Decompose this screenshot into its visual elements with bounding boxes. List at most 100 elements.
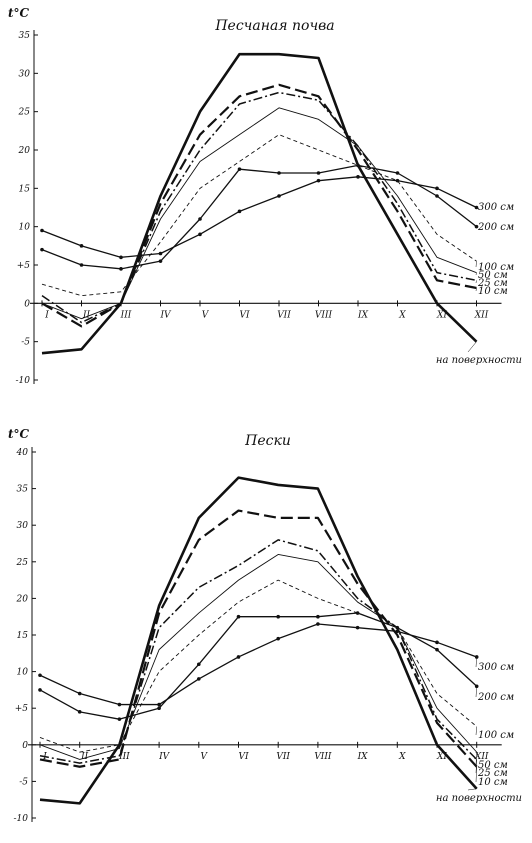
series-point bbox=[237, 167, 242, 171]
series-leader bbox=[475, 686, 477, 698]
series-point bbox=[316, 171, 321, 175]
series-point bbox=[395, 178, 400, 183]
series-point bbox=[38, 688, 42, 692]
y-tick-label: 20 bbox=[18, 146, 31, 156]
y-tick-label: -10 bbox=[14, 814, 29, 824]
chart-sandy-soil: Песчаная почва t°C 35 30 25 20 15 10 +5 0 -5 -10 I… bbox=[8, 6, 522, 386]
x-tick-label: XII bbox=[474, 310, 489, 320]
x-tick-label: III bbox=[118, 752, 130, 762]
series-line bbox=[41, 83, 477, 328]
series-label: 300 см bbox=[478, 662, 514, 673]
y-tick-label: -5 bbox=[19, 777, 28, 787]
y-tick-label: 0 bbox=[24, 299, 30, 309]
series-leader bbox=[475, 656, 477, 668]
x-tick-label: I bbox=[44, 310, 49, 320]
series-point bbox=[435, 194, 439, 198]
series-point bbox=[277, 171, 281, 175]
series-line bbox=[39, 539, 478, 764]
series-line bbox=[39, 554, 478, 760]
x-tick-label: II bbox=[82, 310, 91, 320]
series-point bbox=[198, 232, 202, 237]
x-tick-label: V bbox=[202, 310, 210, 320]
series-leader bbox=[467, 341, 477, 353]
series-leader bbox=[475, 272, 477, 276]
y-tick-label: +5 bbox=[15, 704, 29, 714]
series-label: 25 см bbox=[477, 278, 508, 289]
x-tick-label: X bbox=[398, 310, 406, 320]
series-point bbox=[237, 209, 242, 214]
y-axis-label: t°C bbox=[8, 427, 30, 441]
series-line bbox=[41, 134, 477, 297]
series-line bbox=[41, 91, 477, 324]
series-label: 50 см bbox=[478, 760, 508, 771]
x-tick-label: VI bbox=[238, 752, 248, 762]
x-tick-label: IX bbox=[357, 310, 369, 320]
series-line bbox=[39, 612, 478, 720]
series-point bbox=[435, 647, 439, 652]
y-tick-label: -10 bbox=[16, 376, 31, 386]
x-tick-label: XII bbox=[474, 752, 489, 762]
series-point bbox=[197, 677, 201, 681]
series-line bbox=[41, 52, 478, 355]
series-label: 50 см bbox=[478, 270, 508, 281]
x-tick-label: III bbox=[120, 310, 132, 320]
series-point bbox=[316, 178, 321, 183]
x-tick-label: IV bbox=[158, 752, 171, 762]
series-label: на поверхности bbox=[436, 355, 522, 366]
series-point bbox=[276, 614, 281, 619]
y-tick-label: -5 bbox=[21, 338, 30, 348]
x-tick-label: VIII bbox=[314, 752, 332, 762]
y-tick-label: 40 bbox=[16, 448, 29, 458]
y-tick-label: 35 bbox=[19, 31, 31, 41]
series-line bbox=[41, 176, 477, 258]
series-point bbox=[119, 267, 123, 271]
y-tick-label: 25 bbox=[16, 558, 29, 568]
series-leader bbox=[475, 759, 477, 774]
series-point bbox=[355, 611, 360, 615]
series-point bbox=[395, 625, 400, 630]
series-line bbox=[41, 164, 477, 270]
series-line bbox=[41, 107, 477, 320]
y-tick-label: 10 bbox=[19, 223, 31, 233]
x-tick-label: X bbox=[398, 752, 406, 762]
x-tick-label: VII bbox=[276, 752, 290, 762]
series-leader bbox=[467, 788, 477, 791]
x-tick-label: IV bbox=[159, 310, 172, 320]
series-label: на поверхности bbox=[436, 793, 522, 804]
x-tick-label: II bbox=[80, 752, 89, 762]
x-tick-label: V bbox=[201, 752, 209, 762]
chart-title: Пески bbox=[244, 433, 291, 449]
series-point bbox=[198, 217, 202, 221]
series-point bbox=[117, 702, 122, 707]
series-leader bbox=[475, 287, 477, 292]
series-point bbox=[157, 706, 161, 710]
y-axis-label: t°C bbox=[8, 6, 30, 20]
series-point bbox=[355, 625, 360, 630]
series-line bbox=[39, 623, 477, 706]
series-point bbox=[395, 171, 400, 175]
series-point bbox=[276, 636, 281, 641]
series-point bbox=[197, 662, 201, 667]
series-point bbox=[356, 163, 360, 168]
series-point bbox=[77, 691, 82, 696]
series-label: 10 см bbox=[478, 286, 508, 297]
series-point bbox=[316, 622, 320, 626]
y-tick-label: 25 bbox=[18, 108, 31, 118]
y-tick-label: 10 bbox=[17, 668, 29, 678]
series-point bbox=[435, 640, 439, 645]
series-label: 100 см bbox=[478, 730, 514, 741]
series-line bbox=[39, 509, 478, 768]
series-point bbox=[158, 251, 163, 256]
y-tick-label: 20 bbox=[16, 594, 29, 604]
series-point bbox=[356, 175, 360, 179]
series-leader bbox=[475, 726, 477, 736]
series-point bbox=[236, 614, 241, 619]
y-tick-label: 30 bbox=[19, 69, 31, 79]
y-tick-label: 15 bbox=[17, 631, 29, 641]
series-point bbox=[117, 717, 122, 721]
series-point bbox=[435, 186, 439, 191]
series-point bbox=[158, 259, 163, 263]
x-tick-label: XI bbox=[436, 310, 447, 320]
series-point bbox=[236, 655, 241, 659]
